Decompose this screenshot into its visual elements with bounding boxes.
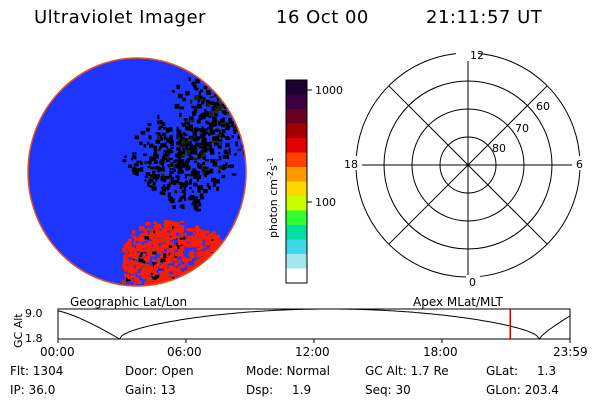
apex-title: Apex MLat/MLT xyxy=(413,295,503,309)
altitude-curve xyxy=(57,308,571,340)
mode-status: Mode: Normal xyxy=(246,364,330,378)
colorbar-band xyxy=(286,123,307,139)
instrument-title: Ultraviolet Imager xyxy=(34,7,206,28)
orbit-frame xyxy=(57,308,571,340)
orbit-ylabel: GC Alt xyxy=(12,313,25,348)
glat-value: 1.3 xyxy=(537,364,557,378)
colorbar-band xyxy=(286,94,307,110)
colorbar-band xyxy=(286,225,307,240)
dsp-label: Dsp: xyxy=(246,383,274,397)
colorbar-tick-1000: 1000 xyxy=(315,84,343,97)
colorbar-band xyxy=(286,152,307,168)
dsp-value: 1.9 xyxy=(292,383,312,397)
xtick-2359: 23:59 xyxy=(553,345,588,359)
colorbar-unit-label: photon cm-2s-1 xyxy=(266,157,280,238)
polar-grid: 12 0 18 6 60 70 80 xyxy=(340,48,586,289)
colorbar-tick-100: 100 xyxy=(315,196,336,209)
xtick-0000: 00:00 xyxy=(40,345,75,359)
sequence-number: Seq: 30 xyxy=(365,383,411,397)
mlt-label-0: 0 xyxy=(469,276,476,289)
colorbar-band xyxy=(286,210,307,226)
gc-altitude: GC Alt: 1.7 Re xyxy=(365,364,449,378)
time-label: 21:11:57 UT xyxy=(426,7,543,28)
colorbar: 1000 100 photon cm-2s-1 xyxy=(266,79,343,284)
mlt-label-12: 12 xyxy=(470,49,484,62)
colorbar-band xyxy=(286,254,307,269)
uv-image-panel xyxy=(27,57,247,287)
flight-number: Flt: 1304 xyxy=(10,364,64,378)
ip-value: IP: 36.0 xyxy=(10,383,56,397)
lat-label-80: 80 xyxy=(492,142,506,155)
colorbar-band xyxy=(286,138,307,153)
ytick-9: 9.0 xyxy=(25,307,43,320)
ytick-1.8: 1.8 xyxy=(25,332,43,345)
colorbar-scale xyxy=(286,80,307,284)
disk-rim xyxy=(27,57,247,287)
geographic-title: Geographic Lat/Lon xyxy=(70,295,188,309)
colorbar-band xyxy=(286,80,307,95)
colorbar-band xyxy=(286,239,307,255)
glat-label: GLat: xyxy=(486,364,519,378)
xtick-1200: 12:00 xyxy=(295,345,330,359)
mlt-label-6: 6 xyxy=(576,158,583,171)
door-status: Door: Open xyxy=(125,364,194,378)
xtick-1800: 18:00 xyxy=(423,345,458,359)
colorbar-band xyxy=(286,109,307,124)
colorbar-band xyxy=(286,181,307,197)
xtick-0600: 06:00 xyxy=(167,345,202,359)
gain-value: Gain: 13 xyxy=(125,383,176,397)
orbit-altitude-plot: GC Alt 9.0 1.8 xyxy=(12,307,571,348)
date-label: 16 Oct 00 xyxy=(276,7,369,28)
colorbar-band xyxy=(286,196,307,211)
lat-label-70: 70 xyxy=(515,122,529,135)
colorbar-band xyxy=(286,167,307,182)
lat-label-60: 60 xyxy=(536,100,550,113)
colorbar-band xyxy=(286,268,307,284)
mlt-label-18: 18 xyxy=(344,158,358,171)
glon-value: GLon: 203.4 xyxy=(486,383,559,397)
